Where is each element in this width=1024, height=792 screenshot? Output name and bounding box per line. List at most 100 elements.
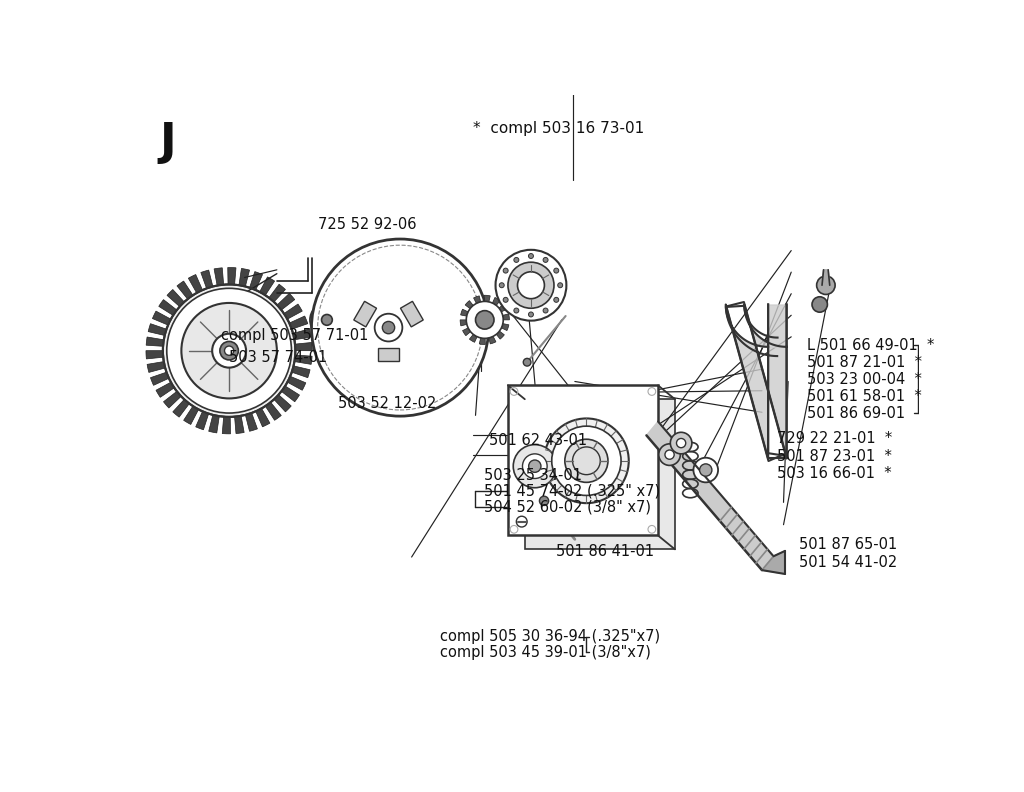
Text: 504 52 60-02 (3/8" x7): 504 52 60-02 (3/8" x7) xyxy=(483,500,651,515)
Circle shape xyxy=(475,310,494,329)
Polygon shape xyxy=(227,268,236,284)
Polygon shape xyxy=(246,413,257,432)
Text: 725 52 92-06: 725 52 92-06 xyxy=(318,218,417,232)
Polygon shape xyxy=(183,406,199,425)
Polygon shape xyxy=(295,342,312,351)
Circle shape xyxy=(558,283,562,287)
Polygon shape xyxy=(282,386,299,402)
Circle shape xyxy=(658,444,680,466)
Bar xyxy=(524,399,675,550)
Circle shape xyxy=(220,341,239,360)
Polygon shape xyxy=(260,277,274,295)
Circle shape xyxy=(554,297,559,303)
Circle shape xyxy=(496,249,566,321)
Polygon shape xyxy=(147,362,165,372)
Polygon shape xyxy=(461,309,468,316)
Circle shape xyxy=(466,302,503,338)
Text: 501 86 69-01: 501 86 69-01 xyxy=(807,406,905,421)
Polygon shape xyxy=(269,284,286,302)
Polygon shape xyxy=(256,409,270,427)
Circle shape xyxy=(699,464,712,476)
Circle shape xyxy=(812,297,827,312)
Polygon shape xyxy=(214,268,223,286)
Polygon shape xyxy=(222,417,230,434)
Text: 503 25 34-01: 503 25 34-01 xyxy=(483,468,582,483)
Circle shape xyxy=(540,497,549,505)
Circle shape xyxy=(382,322,394,333)
Polygon shape xyxy=(148,324,167,336)
Text: 501 45 74-02 (.325" x7): 501 45 74-02 (.325" x7) xyxy=(483,484,659,499)
Bar xyxy=(508,386,658,535)
Text: J: J xyxy=(160,121,176,164)
Circle shape xyxy=(322,314,333,326)
Text: 503 16 66-01  *: 503 16 66-01 * xyxy=(777,466,892,481)
Polygon shape xyxy=(646,421,773,570)
Circle shape xyxy=(565,440,608,482)
Circle shape xyxy=(528,253,534,258)
Polygon shape xyxy=(159,299,177,315)
Circle shape xyxy=(543,308,548,313)
Circle shape xyxy=(181,303,276,398)
Polygon shape xyxy=(164,391,181,408)
Circle shape xyxy=(671,432,692,454)
Circle shape xyxy=(514,257,519,262)
Polygon shape xyxy=(173,399,189,417)
Circle shape xyxy=(528,312,534,317)
Text: 501 61 58-01  *: 501 61 58-01 * xyxy=(807,389,922,404)
Circle shape xyxy=(543,257,548,262)
Polygon shape xyxy=(822,270,829,285)
Circle shape xyxy=(677,439,686,447)
Circle shape xyxy=(554,268,559,273)
Polygon shape xyxy=(274,394,291,412)
Polygon shape xyxy=(201,270,213,288)
Polygon shape xyxy=(497,331,505,339)
Polygon shape xyxy=(503,314,509,320)
Circle shape xyxy=(528,460,541,472)
Circle shape xyxy=(693,458,718,482)
Circle shape xyxy=(816,276,836,295)
Text: 501 86 41-01: 501 86 41-01 xyxy=(556,543,654,558)
Polygon shape xyxy=(292,366,310,378)
Polygon shape xyxy=(488,337,496,344)
Circle shape xyxy=(513,444,556,488)
Circle shape xyxy=(522,454,547,478)
Text: 501 54 41-02: 501 54 41-02 xyxy=(799,554,897,569)
Text: 503 52 12-02: 503 52 12-02 xyxy=(338,396,436,411)
Polygon shape xyxy=(278,293,295,310)
Text: L 501 66 49-01  *: L 501 66 49-01 * xyxy=(807,337,935,352)
Text: compl 503 57 71-01: compl 503 57 71-01 xyxy=(221,329,369,344)
Polygon shape xyxy=(762,551,785,574)
Circle shape xyxy=(224,346,233,356)
Polygon shape xyxy=(146,337,164,346)
Polygon shape xyxy=(293,329,311,340)
Text: 503 57 74-01: 503 57 74-01 xyxy=(229,350,328,365)
Text: 501 87 23-01  *: 501 87 23-01 * xyxy=(777,448,892,463)
Polygon shape xyxy=(290,316,308,329)
Text: 503 23 00-04  *: 503 23 00-04 * xyxy=(807,371,922,386)
Polygon shape xyxy=(288,376,306,390)
Circle shape xyxy=(514,308,519,313)
Circle shape xyxy=(167,288,292,413)
Circle shape xyxy=(503,268,508,273)
Polygon shape xyxy=(196,411,209,430)
Polygon shape xyxy=(484,295,490,302)
Circle shape xyxy=(310,303,344,337)
Polygon shape xyxy=(239,268,250,287)
Polygon shape xyxy=(265,402,282,421)
Polygon shape xyxy=(209,415,219,433)
Text: *  compl 503 16 73-01: * compl 503 16 73-01 xyxy=(473,121,644,136)
Circle shape xyxy=(523,358,531,366)
Polygon shape xyxy=(353,301,377,327)
Polygon shape xyxy=(469,334,477,342)
Polygon shape xyxy=(167,290,184,307)
Circle shape xyxy=(665,450,674,459)
Polygon shape xyxy=(400,301,423,327)
Polygon shape xyxy=(177,281,193,299)
Polygon shape xyxy=(151,372,169,386)
Polygon shape xyxy=(378,348,399,361)
Polygon shape xyxy=(493,298,500,306)
Circle shape xyxy=(508,262,554,308)
Polygon shape xyxy=(502,324,509,330)
Polygon shape xyxy=(465,301,473,309)
Circle shape xyxy=(375,314,402,341)
